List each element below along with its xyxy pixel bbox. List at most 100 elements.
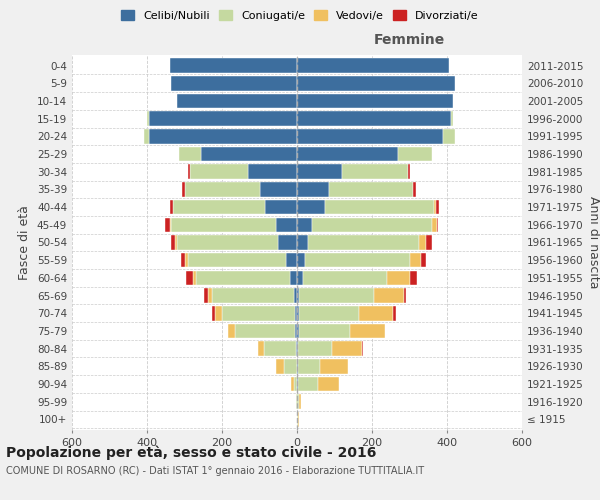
Bar — [298, 412, 299, 426]
Bar — [298, 377, 319, 392]
Bar — [297, 76, 455, 90]
Bar — [265, 342, 296, 356]
Bar — [297, 394, 299, 409]
Bar — [299, 394, 301, 409]
Bar — [297, 412, 298, 426]
Text: Femmine: Femmine — [374, 34, 445, 48]
Bar — [419, 235, 427, 250]
Bar — [170, 235, 175, 250]
Bar — [299, 324, 349, 338]
Y-axis label: Fasce di età: Fasce di età — [19, 205, 31, 280]
Bar — [325, 200, 434, 214]
Bar — [434, 200, 436, 214]
Bar — [222, 306, 295, 320]
Bar — [437, 218, 439, 232]
Bar — [329, 182, 413, 196]
Bar — [302, 270, 387, 285]
Bar — [248, 164, 297, 179]
Bar — [297, 342, 298, 356]
Bar — [319, 377, 339, 392]
Bar — [331, 342, 361, 356]
Bar — [443, 129, 455, 144]
Bar — [177, 94, 297, 108]
Bar — [297, 235, 308, 250]
Bar — [286, 253, 297, 268]
Bar — [299, 288, 374, 303]
Bar — [275, 359, 284, 374]
Bar — [297, 253, 305, 268]
Bar — [409, 253, 421, 268]
Bar — [297, 324, 299, 338]
Legend: Celibi/Nubili, Coniugati/e, Vedovi/e, Divorziati/e: Celibi/Nubili, Coniugati/e, Vedovi/e, Di… — [117, 6, 483, 25]
Bar — [409, 270, 417, 285]
Bar — [297, 182, 329, 196]
Bar — [308, 235, 419, 250]
Bar — [297, 112, 451, 126]
Bar — [320, 359, 349, 374]
Bar — [296, 342, 297, 356]
Bar — [392, 306, 395, 320]
Bar — [212, 288, 294, 303]
Bar — [277, 218, 297, 232]
Bar — [204, 288, 208, 303]
Bar — [290, 270, 297, 285]
Bar — [185, 253, 188, 268]
Bar — [208, 288, 212, 303]
Bar — [297, 200, 325, 214]
Bar — [298, 342, 331, 356]
Bar — [297, 270, 302, 285]
Bar — [173, 200, 265, 214]
Bar — [297, 218, 312, 232]
Bar — [257, 342, 265, 356]
Bar — [215, 306, 222, 320]
Bar — [387, 270, 409, 285]
Bar — [398, 147, 432, 162]
Bar — [170, 58, 297, 73]
Bar — [165, 218, 170, 232]
Bar — [149, 112, 297, 126]
Bar — [291, 377, 294, 392]
Bar — [278, 235, 297, 250]
Bar — [212, 306, 215, 320]
Bar — [342, 164, 407, 179]
Bar — [297, 129, 443, 144]
Bar — [145, 129, 149, 144]
Bar — [374, 288, 404, 303]
Bar — [260, 182, 297, 196]
Bar — [284, 359, 297, 374]
Bar — [177, 235, 278, 250]
Bar — [202, 147, 297, 162]
Bar — [172, 76, 297, 90]
Bar — [182, 182, 185, 196]
Bar — [186, 270, 193, 285]
Bar — [149, 129, 297, 144]
Bar — [179, 147, 202, 162]
Bar — [295, 324, 297, 338]
Bar — [297, 359, 298, 374]
Bar — [361, 342, 364, 356]
Bar — [297, 94, 452, 108]
Bar — [413, 182, 416, 196]
Text: COMUNE DI ROSARNO (RC) - Dati ISTAT 1° gennaio 2016 - Elaborazione TUTTITALIA.IT: COMUNE DI ROSARNO (RC) - Dati ISTAT 1° g… — [6, 466, 424, 476]
Bar — [299, 306, 359, 320]
Bar — [294, 288, 297, 303]
Bar — [297, 288, 299, 303]
Bar — [432, 218, 437, 232]
Bar — [172, 218, 277, 232]
Bar — [227, 324, 235, 338]
Bar — [193, 270, 196, 285]
Bar — [265, 200, 297, 214]
Bar — [359, 306, 392, 320]
Bar — [349, 324, 385, 338]
Bar — [298, 359, 320, 374]
Bar — [185, 182, 260, 196]
Bar — [297, 164, 342, 179]
Bar — [188, 164, 190, 179]
Bar — [436, 200, 439, 214]
Bar — [297, 58, 449, 73]
Bar — [181, 253, 185, 268]
Bar — [170, 218, 172, 232]
Bar — [295, 306, 297, 320]
Bar — [421, 253, 427, 268]
Bar — [297, 306, 299, 320]
